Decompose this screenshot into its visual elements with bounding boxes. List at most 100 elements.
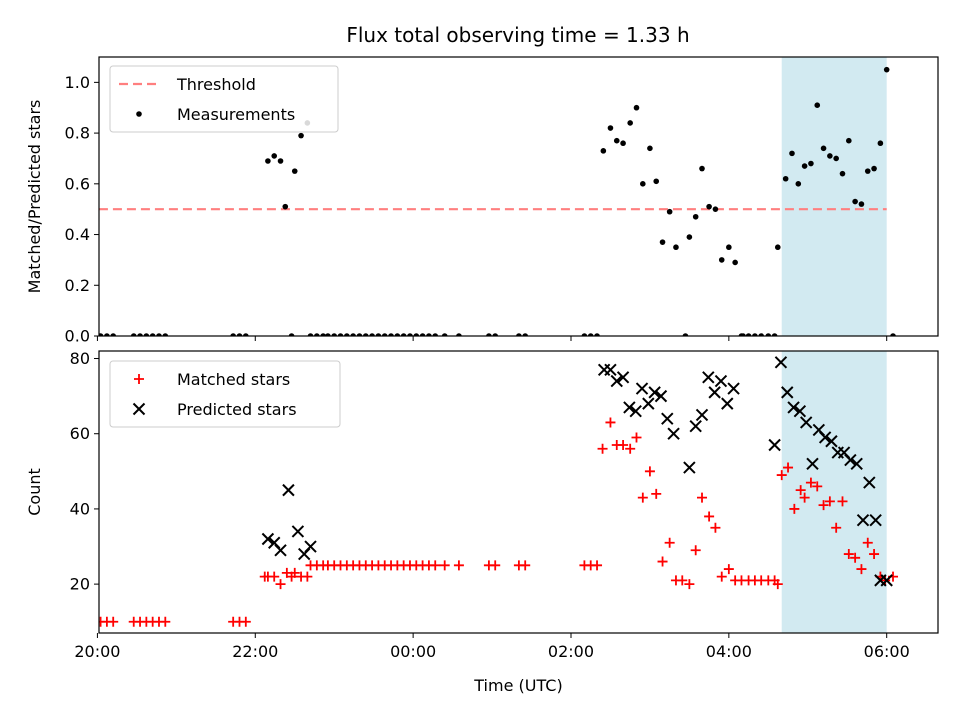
predicted-star-point xyxy=(793,404,807,418)
predicted-star-point xyxy=(689,419,702,433)
measurement-point xyxy=(143,333,150,336)
predicted-star-point xyxy=(610,374,623,388)
measurement-point xyxy=(407,333,413,336)
measurement-point xyxy=(808,160,814,167)
predicted-star-point xyxy=(856,513,870,527)
measurement-point xyxy=(758,333,765,336)
matched-star-point xyxy=(160,616,171,627)
matched-star-point xyxy=(625,443,636,454)
matched-star-point xyxy=(597,443,608,454)
measurement-point xyxy=(789,150,795,157)
matched-star-point xyxy=(490,560,501,571)
legend-box xyxy=(109,360,341,428)
measurement-point xyxy=(400,333,407,336)
measurement-point xyxy=(653,178,660,185)
measurement-point xyxy=(426,333,432,336)
matched-star-point xyxy=(269,571,280,582)
legend-measurement-swatch xyxy=(136,111,142,117)
predicted-star-point xyxy=(727,382,740,395)
measurement-point xyxy=(594,333,600,336)
measurement-point xyxy=(110,333,117,336)
measurement-point xyxy=(99,333,104,336)
matched-star-point xyxy=(831,522,842,533)
x-tick-label: 22:00 xyxy=(232,642,278,661)
matched-star-point xyxy=(843,549,854,560)
matched-star-point xyxy=(799,492,810,503)
predicted-star-point xyxy=(604,363,617,377)
y-tick-label: 0.8 xyxy=(65,124,90,143)
predicted-star-point xyxy=(654,389,668,403)
y-tick-label: 40 xyxy=(70,499,90,518)
measurement-point xyxy=(298,132,304,139)
y-tick-label: 20 xyxy=(70,575,90,594)
predicted-star-point xyxy=(787,401,800,414)
measurement-point xyxy=(243,333,249,336)
shaded-time-span xyxy=(781,351,887,633)
measurement-point xyxy=(375,333,382,336)
plot-area xyxy=(99,57,896,336)
matched-star-point xyxy=(723,564,734,575)
predicted-star-point xyxy=(844,453,857,467)
series-predicted-stars xyxy=(261,356,893,587)
measurement-point xyxy=(337,333,344,336)
predicted-star-point xyxy=(274,544,287,557)
predicted-star-point xyxy=(616,371,630,384)
predicted-star-point xyxy=(623,401,636,414)
predicted-star-point xyxy=(629,404,642,418)
y-tick-label: 0.2 xyxy=(65,276,90,295)
predicted-star-point xyxy=(702,371,715,384)
measurement-point xyxy=(833,155,839,162)
predicted-star-point xyxy=(825,435,838,448)
legend-predicted-swatch xyxy=(132,402,146,416)
matched-star-point xyxy=(302,571,313,582)
measurement-point xyxy=(307,333,314,336)
measurement-point xyxy=(752,333,758,336)
measurement-point xyxy=(369,333,375,336)
measurement-point xyxy=(394,333,401,336)
measurement-point xyxy=(104,333,110,336)
measurement-point xyxy=(827,153,833,159)
matched-star-point xyxy=(637,492,648,503)
matched-star-point xyxy=(520,560,531,571)
matched-star-point xyxy=(644,466,655,477)
measurement-point xyxy=(456,333,462,336)
matched-star-point xyxy=(716,571,727,582)
measurement-point xyxy=(613,137,620,144)
axes-panel-2: 20:00 22:00 00:00 02:00 04:00 06:00 20 40 60 80 Co… xyxy=(25,349,939,695)
matched-star-point xyxy=(430,560,441,571)
measurement-point xyxy=(277,158,284,164)
y-tick-label: 1.0 xyxy=(65,73,90,92)
measurement-point xyxy=(282,203,289,210)
matched-star-point xyxy=(453,560,464,571)
legend-label: Measurements xyxy=(177,105,295,124)
measurement-point xyxy=(230,333,236,336)
matched-star-point xyxy=(776,470,787,481)
matched-star-point xyxy=(818,500,829,511)
predicted-star-point xyxy=(806,457,819,471)
predicted-star-point xyxy=(667,427,680,440)
predicted-star-point xyxy=(291,525,305,538)
x-tick-label: 06:00 xyxy=(864,642,910,661)
y-tick-label: 0.4 xyxy=(65,225,90,244)
measurement-point xyxy=(325,333,331,336)
predicted-star-point xyxy=(880,574,893,587)
measurement-point xyxy=(890,333,896,336)
matched-star-point xyxy=(651,488,662,499)
measurement-point xyxy=(516,333,522,336)
measurement-point xyxy=(814,102,821,108)
matched-star-point xyxy=(108,616,119,627)
measurement-point xyxy=(413,333,420,336)
measurement-point xyxy=(682,333,689,336)
measurement-point xyxy=(877,140,884,147)
measurement-point xyxy=(740,333,746,336)
predicted-star-point xyxy=(869,513,882,527)
x-tick-label: 02:00 xyxy=(548,642,594,661)
measurement-point xyxy=(137,333,143,336)
predicted-star-point xyxy=(863,476,876,489)
measurement-point xyxy=(839,170,846,177)
measurement-point xyxy=(718,257,725,263)
predicted-star-point xyxy=(282,483,295,497)
measurement-point xyxy=(627,120,633,126)
matched-star-point xyxy=(605,417,616,428)
measurement-point xyxy=(320,333,326,336)
